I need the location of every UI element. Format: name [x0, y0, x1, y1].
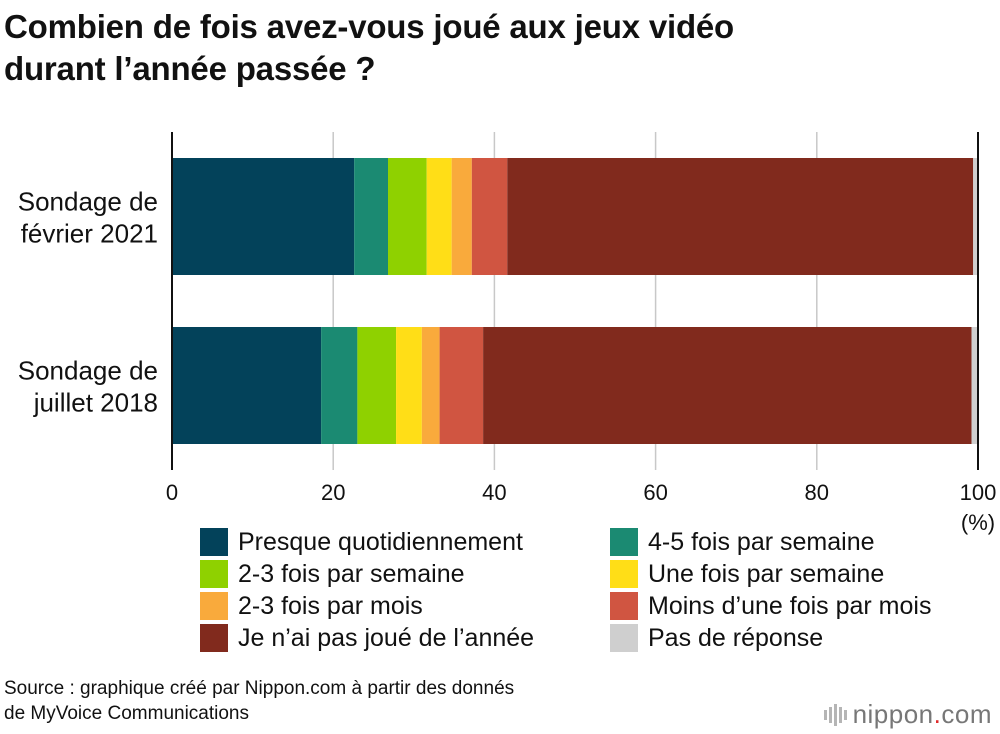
legend-label: Je n’ai pas joué de l’année	[238, 623, 535, 652]
bar-segment-1-1	[321, 327, 358, 444]
legend-label: 4-5 fois par semaine	[648, 527, 875, 556]
legend-swatch	[610, 528, 638, 556]
x-tick-label-0: 0	[166, 480, 178, 505]
x-unit-label: (%)	[961, 510, 995, 535]
legend-item: 2-3 fois par mois	[200, 591, 423, 621]
bar-segment-1-3	[396, 327, 422, 444]
bar-segment-0-0	[172, 158, 355, 275]
bar-segment-0-5	[471, 158, 508, 275]
chart-title-line-1: Combien de fois avez-vous joué aux jeux …	[4, 8, 735, 45]
x-tick-label-40: 40	[482, 480, 506, 505]
legend-item: 2-3 fois par semaine	[200, 559, 465, 589]
legend-swatch	[200, 624, 228, 652]
legend-item: 4-5 fois par semaine	[610, 527, 875, 557]
chart-title: Combien de fois avez-vous joué aux jeux …	[4, 6, 994, 90]
chart-title-line-2: durant l’année passée ?	[4, 50, 376, 87]
legend-item: Pas de réponse	[610, 623, 823, 653]
logo-text: nippon.com	[852, 699, 992, 729]
x-tick-label-100: 100	[960, 480, 997, 505]
category-label-1: Sondage de juillet 2018	[18, 356, 158, 418]
legend-item: Presque quotidiennement	[200, 527, 523, 557]
bar-segment-1-6	[483, 327, 972, 444]
legend-item: Je n’ai pas joué de l’année	[200, 623, 534, 653]
bar-segment-0-2	[388, 158, 427, 275]
source-line-1: Source : graphique créé par Nippon.com à…	[4, 678, 515, 699]
source-note: Source : graphique créé par Nippon.com à…	[4, 676, 514, 726]
legend-swatch	[610, 560, 638, 588]
x-tick-label-60: 60	[643, 480, 667, 505]
bar-segment-1-7	[971, 327, 978, 444]
bar-segment-0-6	[507, 158, 974, 275]
legend-swatch	[200, 560, 228, 588]
legend-label: Une fois par semaine	[648, 559, 885, 588]
bar-segment-1-5	[439, 327, 484, 444]
legend-label: Moins d’une fois par mois	[648, 591, 932, 620]
legend-swatch	[610, 592, 638, 620]
logo-bars-icon	[823, 703, 847, 726]
legend-label: 2-3 fois par semaine	[238, 559, 465, 588]
bar-segment-0-7	[973, 158, 978, 275]
legend-item: Moins d’une fois par mois	[610, 591, 931, 621]
category-label-line: février 2021	[21, 219, 158, 249]
x-tick-label-80: 80	[805, 480, 829, 505]
category-label-0: Sondage de février 2021	[18, 187, 158, 249]
nippon-logo: nippon.com	[823, 699, 992, 730]
category-label-line: juillet 2018	[33, 388, 158, 418]
bar-segment-1-0	[172, 327, 322, 444]
category-label-line: Sondage de	[18, 356, 158, 386]
legend-label: Presque quotidiennement	[238, 527, 523, 556]
bar-segment-1-2	[357, 327, 397, 444]
bar-segment-0-3	[426, 158, 452, 275]
bar-segment-0-1	[354, 158, 389, 275]
legend-label: 2-3 fois par mois	[238, 591, 423, 620]
x-tick-label-20: 20	[321, 480, 345, 505]
legend-swatch	[200, 592, 228, 620]
category-label-line: Sondage de	[18, 187, 158, 217]
bar-segment-0-4	[451, 158, 472, 275]
source-line-2: de MyVoice Communications	[4, 703, 249, 724]
bar-segment-1-4	[421, 327, 440, 444]
legend-label: Pas de réponse	[648, 623, 824, 652]
legend-swatch	[610, 624, 638, 652]
legend-item: Une fois par semaine	[610, 559, 884, 589]
legend-swatch	[200, 528, 228, 556]
